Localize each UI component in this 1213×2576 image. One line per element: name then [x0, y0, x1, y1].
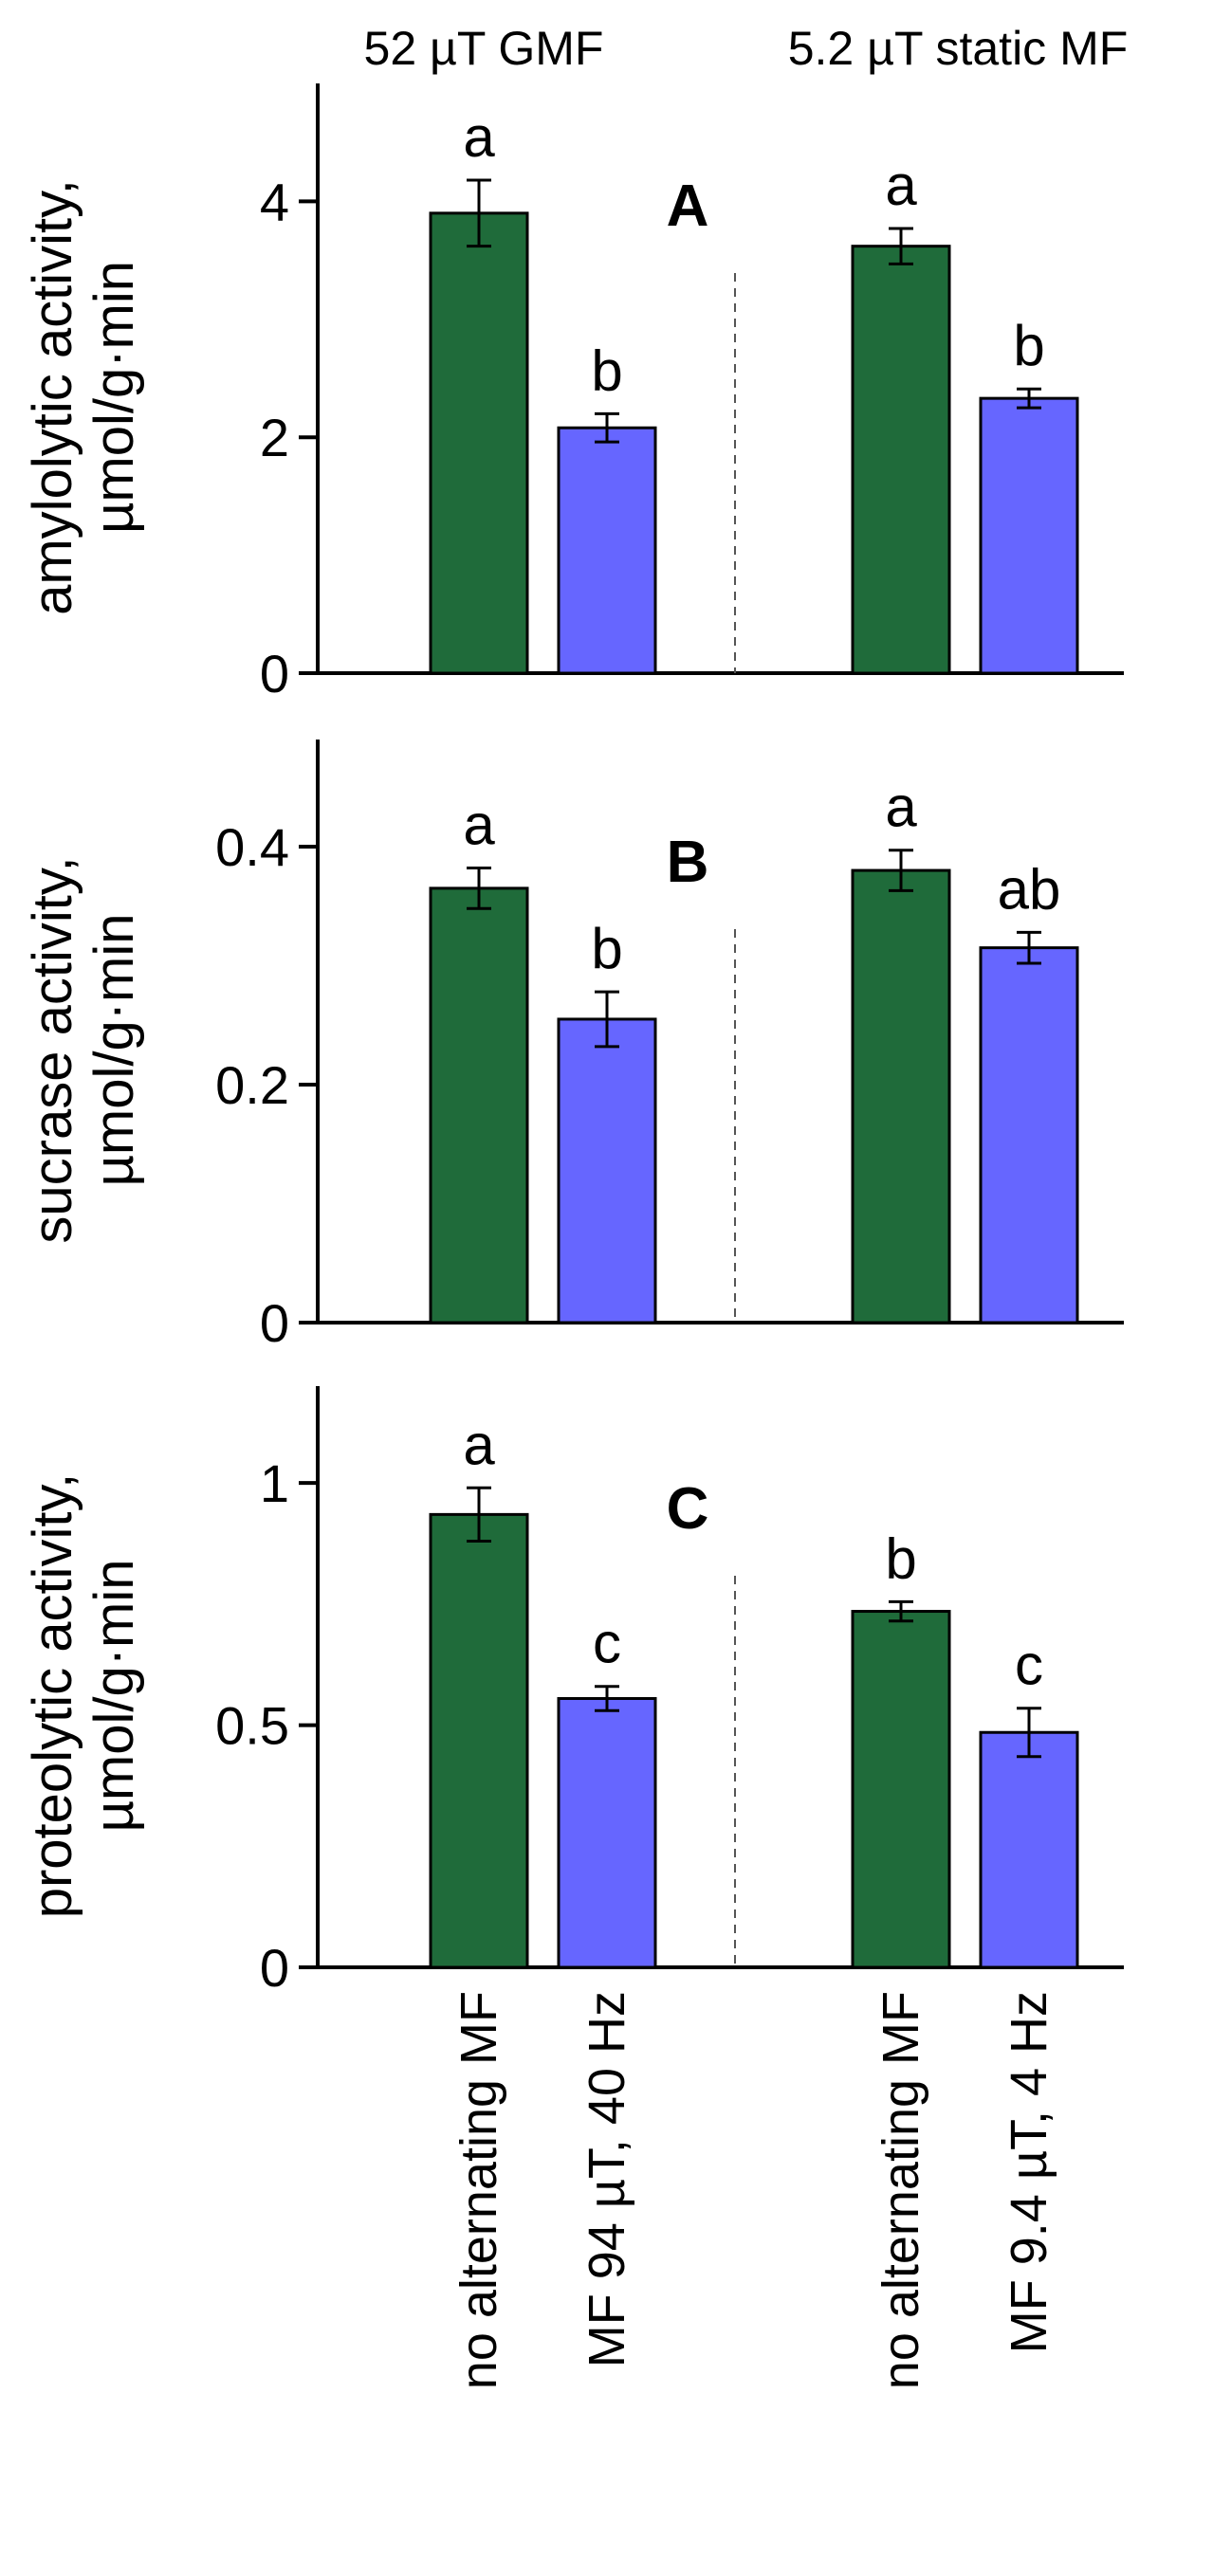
error-bar [595, 411, 619, 444]
bar [979, 1730, 1079, 1969]
bar [851, 868, 951, 1325]
bar [429, 211, 529, 675]
bar [557, 1017, 657, 1325]
bar [851, 245, 951, 675]
y-axis-label: amylolytic activity, [22, 179, 83, 615]
y-tick-label: 0 [260, 644, 289, 703]
y-axis-unit-label: µmol/g·min [83, 913, 145, 1186]
group-header-right: 5.2 µT static MF [788, 22, 1129, 75]
significance-label: c [1015, 1634, 1043, 1697]
significance-label: c [593, 1612, 621, 1675]
error-bar [1017, 1707, 1041, 1759]
bar [429, 1512, 529, 1969]
y-tick-label: 0 [260, 1938, 289, 1998]
significance-label: b [591, 338, 622, 402]
category-label: no alternating MF [450, 1991, 507, 2389]
y-axis-unit-label: µmol/g·min [83, 261, 145, 534]
significance-label: a [885, 154, 917, 217]
category-label: MF 9.4 µT, 4 Hz [1001, 1991, 1057, 2353]
bar [851, 1610, 951, 1969]
y-tick-label: 0 [260, 1293, 289, 1353]
y-tick-label: 0.4 [215, 817, 289, 877]
error-bar [467, 1486, 491, 1543]
panel-letter: C [667, 1476, 709, 1542]
y-axis-unit-label: µmol/g·min [83, 1559, 145, 1832]
bar [557, 426, 657, 675]
error-bar [595, 1685, 619, 1712]
error-bar [595, 990, 619, 1049]
category-labels: no alternating MF MF 94 µT, 40 Hz no alter… [450, 1991, 1057, 2389]
error-bar [1017, 930, 1041, 965]
y-axis-label: proteolytic activity, [22, 1473, 83, 1919]
bar [979, 396, 1079, 675]
significance-label: a [885, 776, 917, 839]
error-bar [889, 849, 913, 892]
error-bar [1017, 387, 1041, 410]
y-tick-label: 2 [260, 408, 289, 467]
category-label: MF 94 µT, 40 Hz [579, 1991, 635, 2367]
significance-label: a [463, 1413, 495, 1476]
significance-label: b [1013, 314, 1044, 377]
y-tick-label: 0.5 [215, 1696, 289, 1756]
category-label: no alternating MF [873, 1991, 929, 2389]
bar [979, 946, 1079, 1325]
panel-letter: A [667, 174, 709, 239]
y-tick-label: 4 [260, 172, 289, 231]
significance-label: a [463, 794, 495, 857]
error-bar [889, 227, 913, 265]
y-tick-label: 0.2 [215, 1055, 289, 1115]
bar [429, 886, 529, 1325]
significance-label: a [463, 105, 495, 169]
panel-letter: B [667, 830, 709, 895]
y-axis-label: sucrase activity, [22, 856, 83, 1243]
significance-label: b [591, 917, 622, 980]
significance-label: ab [998, 857, 1061, 921]
significance-label: b [885, 1526, 916, 1590]
error-bar [889, 1599, 913, 1623]
group-header-left: 52 µT GMF [364, 22, 604, 75]
bar [557, 1696, 657, 1969]
error-bar [467, 867, 491, 910]
y-tick-label: 1 [260, 1453, 289, 1513]
error-bar [467, 178, 491, 248]
